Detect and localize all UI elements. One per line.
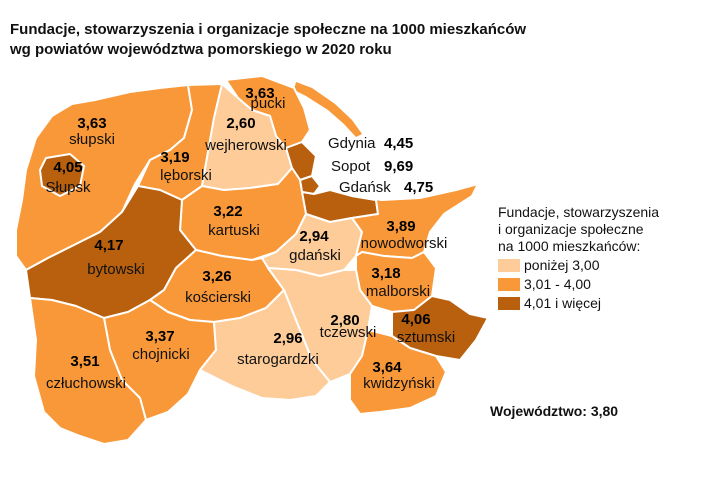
value-label-sztumski: 4,06 bbox=[401, 311, 430, 328]
name-label-slupski: słupski bbox=[69, 131, 115, 148]
legend-title-line-1: Fundacje, stowarzyszenia bbox=[498, 204, 660, 220]
legend-swatch-low bbox=[498, 259, 520, 272]
name-label-starogardzki: starogardzki bbox=[237, 351, 319, 368]
map-labels: 3,63 słupski 4,05 Słupsk 3,19 lęborski 3… bbox=[45, 85, 455, 392]
title-line-2: wg powiatów województwa pomorskiego w 20… bbox=[10, 41, 392, 58]
voivodeship-total: Województwo: 3,80 bbox=[490, 403, 618, 419]
name-label-sopot: Sopot bbox=[331, 158, 371, 175]
legend-item-low: poniżej 3,00 bbox=[498, 257, 659, 274]
map-title: Fundacje, stowarzyszenia i organizacje s… bbox=[10, 20, 610, 60]
value-label-czluchowski: 3,51 bbox=[70, 353, 99, 370]
legend-item-high: 4,01 i więcej bbox=[498, 295, 659, 312]
map-legend: Fundacje, stowarzyszenia i organizacje s… bbox=[498, 204, 659, 312]
name-label-gdynia: Gdynia bbox=[328, 135, 376, 152]
legend-swatch-mid bbox=[498, 278, 520, 291]
value-label-slupski: 3,63 bbox=[77, 115, 106, 132]
name-label-leborski: lęborski bbox=[160, 167, 212, 184]
value-label-bytowski: 4,17 bbox=[94, 237, 123, 254]
legend-label-mid: 3,01 - 4,00 bbox=[524, 276, 591, 292]
legend-title: Fundacje, stowarzyszenia i organizacje s… bbox=[498, 204, 659, 255]
name-label-chojnicki: chojnicki bbox=[132, 346, 190, 363]
value-label-slupsk: 4,05 bbox=[53, 159, 82, 176]
name-label-pucki: pucki bbox=[250, 95, 285, 112]
value-label-chojnicki: 3,37 bbox=[145, 328, 174, 345]
value-label-wejherowski: 2,60 bbox=[226, 115, 255, 132]
name-label-czluchowski: człuchowski bbox=[46, 375, 126, 392]
name-label-koscierski: kościerski bbox=[185, 289, 251, 306]
name-label-kwidzynski: kwidzyński bbox=[363, 375, 435, 392]
name-label-sztumski: sztumski bbox=[397, 329, 455, 346]
value-label-kartuski: 3,22 bbox=[213, 203, 242, 220]
region-slupsk[interactable] bbox=[39, 153, 85, 197]
value-label-kwidzynski: 3,64 bbox=[372, 359, 402, 376]
name-label-kartuski: kartuski bbox=[208, 222, 260, 239]
legend-label-low: poniżej 3,00 bbox=[524, 257, 600, 273]
title-line-1: Fundacje, stowarzyszenia i organizacje s… bbox=[10, 21, 527, 38]
value-label-pucki: 3,63 bbox=[245, 85, 274, 102]
value-label-koscierski: 3,26 bbox=[202, 268, 231, 285]
name-label-wejherowski: wejherowski bbox=[204, 137, 287, 154]
value-label-gdynia: 4,45 bbox=[384, 135, 413, 152]
region-kwidzynski[interactable] bbox=[349, 329, 447, 415]
legend-title-line-3: na 1000 mieszkańców: bbox=[498, 238, 641, 254]
legend-swatch-high bbox=[498, 297, 520, 310]
region-starogardzki[interactable] bbox=[199, 289, 331, 401]
value-label-gdanski: 2,94 bbox=[299, 228, 329, 245]
name-label-bytowski: bytowski bbox=[87, 261, 145, 278]
value-label-leborski: 3,19 bbox=[160, 149, 189, 166]
name-label-tczewski: tczewski bbox=[320, 324, 377, 341]
value-label-sopot: 9,69 bbox=[384, 158, 413, 175]
total-label: Województwo: bbox=[490, 403, 587, 419]
value-label-tczewski: 2,80 bbox=[330, 312, 359, 329]
total-value: 3,80 bbox=[590, 403, 619, 419]
legend-title-line-2: i organizacje społeczne bbox=[498, 221, 644, 237]
region-czluchowski[interactable] bbox=[29, 297, 147, 445]
name-label-slupsk: Słupsk bbox=[45, 179, 91, 196]
value-label-malborski: 3,18 bbox=[371, 265, 400, 282]
name-label-malborski: malborski bbox=[366, 283, 430, 300]
value-label-gdansk: 4,75 bbox=[404, 179, 433, 196]
name-label-gdansk: Gdańsk bbox=[339, 179, 391, 196]
value-label-starogardzki: 2,96 bbox=[273, 330, 302, 347]
legend-label-high: 4,01 i więcej bbox=[524, 295, 602, 311]
name-label-gdanski: gdański bbox=[289, 247, 341, 264]
legend-item-mid: 3,01 - 4,00 bbox=[498, 276, 659, 293]
value-label-nowodworski: 3,89 bbox=[386, 218, 415, 235]
name-label-nowodworski: nowodworski bbox=[361, 235, 448, 252]
region-hel-peninsula bbox=[294, 82, 362, 137]
